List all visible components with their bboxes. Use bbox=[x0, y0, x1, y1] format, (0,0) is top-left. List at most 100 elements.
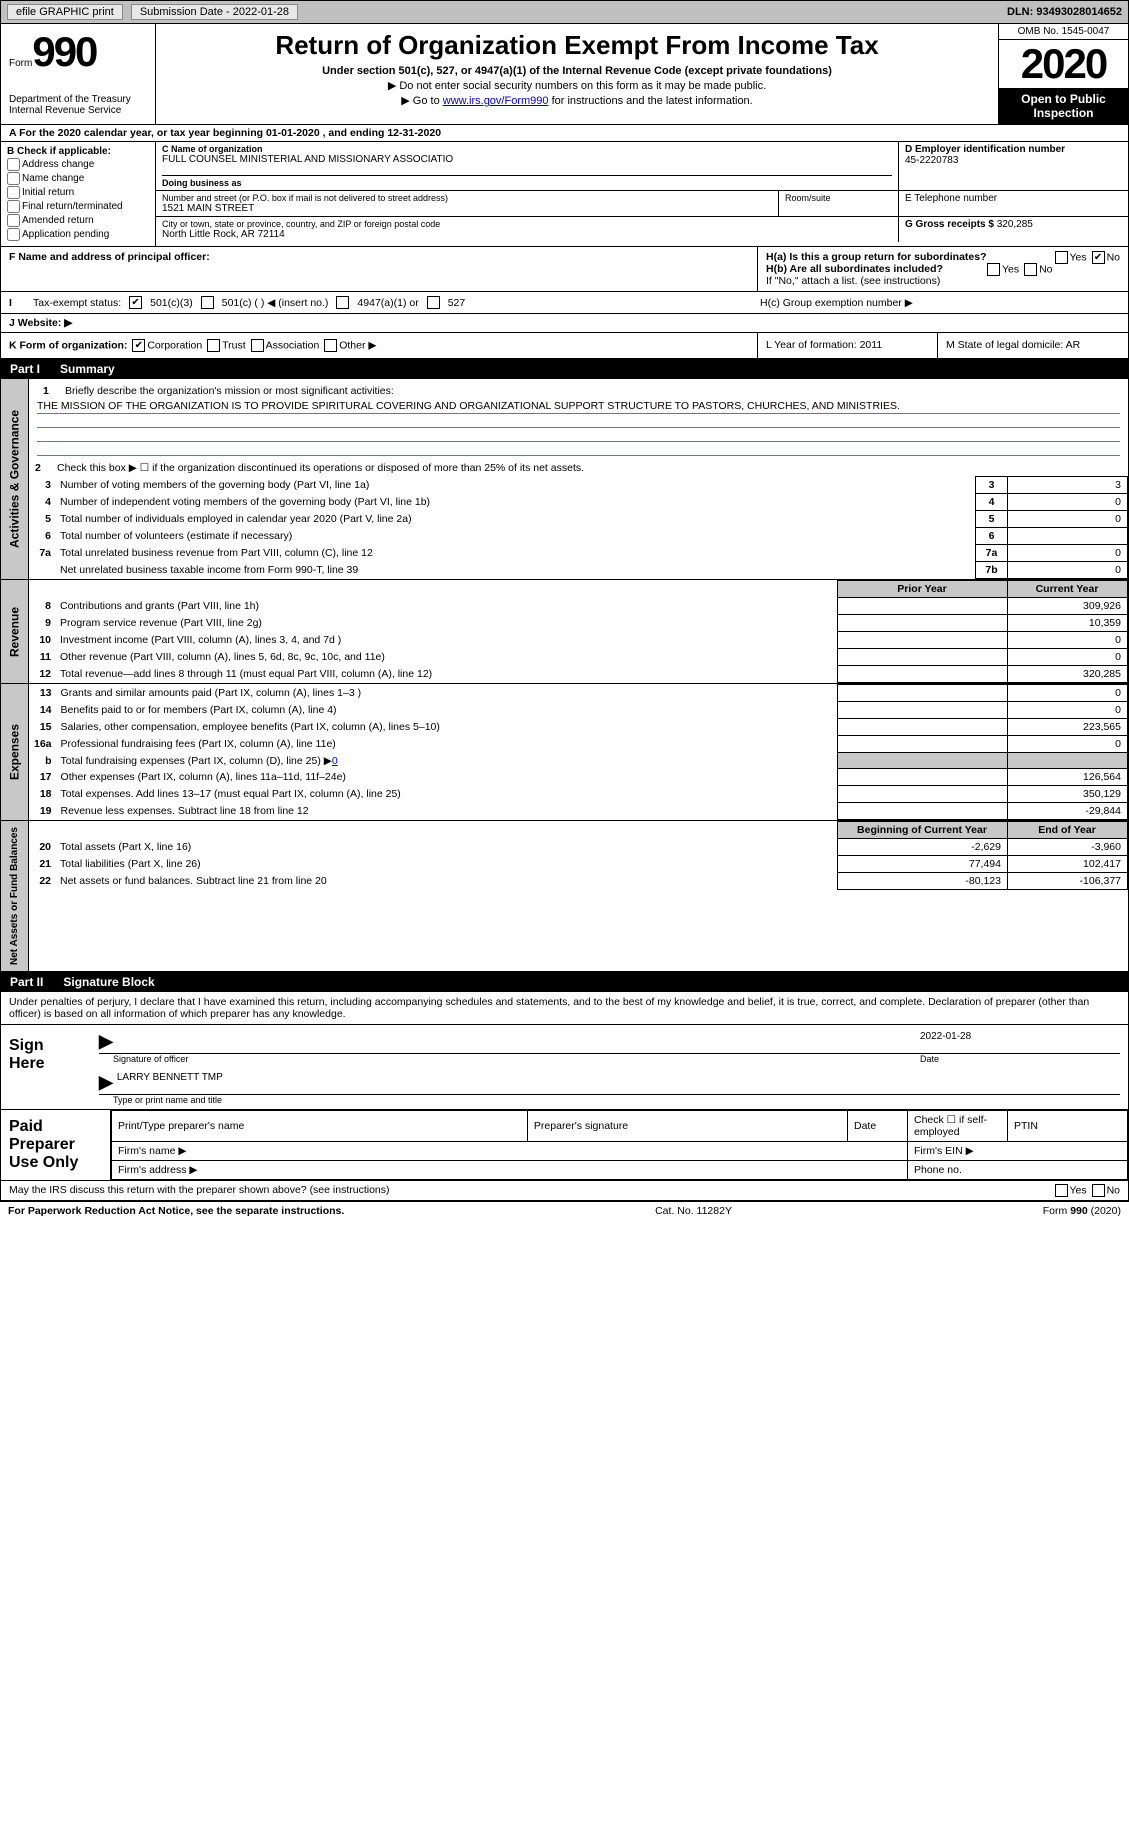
title-box: Return of Organization Exempt From Incom… bbox=[156, 24, 998, 124]
eoy-21: 102,417 bbox=[1008, 856, 1128, 873]
val-16a: 0 bbox=[1008, 736, 1128, 753]
revenue-section: Revenue Prior YearCurrent Year 8Contribu… bbox=[0, 580, 1129, 684]
cb-initial-return[interactable]: Initial return bbox=[7, 186, 149, 199]
hb-yes[interactable] bbox=[987, 263, 1000, 276]
boy-22: -80,123 bbox=[838, 873, 1008, 890]
form-number: 990 bbox=[32, 28, 96, 75]
cb-4947[interactable] bbox=[336, 296, 349, 309]
ha-yes[interactable] bbox=[1055, 251, 1068, 264]
org-name-cell: C Name of organization FULL COUNSEL MINI… bbox=[156, 142, 898, 190]
subtitle-3: ▶ Go to www.irs.gov/Form990 for instruct… bbox=[166, 94, 988, 107]
mission-text: THE MISSION OF THE ORGANIZATION IS TO PR… bbox=[37, 399, 1120, 414]
subtitle-1: Under section 501(c), 527, or 4947(a)(1)… bbox=[166, 65, 988, 77]
ha-no[interactable]: ✔ bbox=[1092, 251, 1105, 264]
paid-preparer-section: Paid Preparer Use Only Print/Type prepar… bbox=[1, 1109, 1128, 1180]
entity-info-grid: B Check if applicable: Address change Na… bbox=[0, 142, 1129, 247]
val-10: 0 bbox=[1008, 632, 1128, 649]
cb-application-pending[interactable]: Application pending bbox=[7, 228, 149, 241]
boy-21: 77,494 bbox=[838, 856, 1008, 873]
submission-date-label: Submission Date - 2022-01-28 bbox=[131, 4, 298, 20]
open-inspection-label: Open to Public Inspection bbox=[999, 88, 1128, 124]
vtab-governance: Activities & Governance bbox=[1, 379, 29, 579]
cb-501c[interactable] bbox=[201, 296, 214, 309]
expenses-section: Expenses 13Grants and similar amounts pa… bbox=[0, 684, 1129, 821]
cat-no: Cat. No. 11282Y bbox=[655, 1205, 732, 1217]
discuss-row: May the IRS discuss this return with the… bbox=[1, 1180, 1128, 1200]
form-footer: Form 990 (2020) bbox=[1043, 1205, 1121, 1217]
ein-cell: D Employer identification number 45-2220… bbox=[898, 142, 1128, 190]
year-box: OMB No. 1545-0047 2020 Open to Public In… bbox=[998, 24, 1128, 124]
val-17: 126,564 bbox=[1008, 769, 1128, 786]
net-assets-table: Beginning of Current YearEnd of Year 20T… bbox=[29, 821, 1128, 890]
expenses-table: 13Grants and similar amounts paid (Part … bbox=[29, 684, 1128, 820]
val-9: 10,359 bbox=[1008, 615, 1128, 632]
form-word: Form bbox=[9, 58, 32, 69]
cb-name-change[interactable]: Name change bbox=[7, 172, 149, 185]
sig-date-val: 2022-01-28 bbox=[920, 1031, 1120, 1052]
val-6 bbox=[1008, 528, 1128, 545]
cb-address-change[interactable]: Address change bbox=[7, 158, 149, 171]
pra-notice: For Paperwork Reduction Act Notice, see … bbox=[8, 1205, 344, 1217]
subtitle-2: ▶ Do not enter social security numbers o… bbox=[166, 79, 988, 92]
tax-year: 2020 bbox=[999, 40, 1128, 88]
val-11: 0 bbox=[1008, 649, 1128, 666]
city-cell: City or town, state or province, country… bbox=[156, 217, 898, 242]
cb-501c3[interactable]: ✔ bbox=[129, 296, 142, 309]
val-5: 0 bbox=[1008, 511, 1128, 528]
cb-final-return[interactable]: Final return/terminated bbox=[7, 200, 149, 213]
page-footer: For Paperwork Reduction Act Notice, see … bbox=[0, 1201, 1129, 1220]
top-toolbar: efile GRAPHIC print Submission Date - 20… bbox=[0, 0, 1129, 24]
activities-governance-section: Activities & Governance 1Briefly describ… bbox=[0, 379, 1129, 580]
website-row: J Website: ▶ bbox=[0, 314, 1129, 333]
instructions-link[interactable]: www.irs.gov/Form990 bbox=[443, 95, 549, 107]
sign-here-label: Sign Here bbox=[1, 1025, 91, 1109]
val-8: 309,926 bbox=[1008, 598, 1128, 615]
suite-cell: Room/suite bbox=[778, 191, 898, 216]
val-19: -29,844 bbox=[1008, 803, 1128, 820]
revenue-table: Prior YearCurrent Year 8Contributions an… bbox=[29, 580, 1128, 683]
part-1-header: Part I Summary bbox=[0, 359, 1129, 379]
telephone-cell: E Telephone number bbox=[898, 191, 1128, 216]
cb-527[interactable] bbox=[427, 296, 440, 309]
efile-button[interactable]: efile GRAPHIC print bbox=[7, 4, 123, 20]
state-domicile: M State of legal domicile: AR bbox=[938, 333, 1128, 358]
street-cell: Number and street (or P.O. box if mail i… bbox=[156, 191, 778, 216]
val-15: 223,565 bbox=[1008, 719, 1128, 736]
check-if-applicable: B Check if applicable: Address change Na… bbox=[1, 142, 156, 246]
k-form-row: K Form of organization: ✔Corporation Tru… bbox=[0, 333, 1129, 359]
officer-name: LARRY BENNETT TMP bbox=[117, 1072, 223, 1093]
period-row: A For the 2020 calendar year, or tax yea… bbox=[0, 125, 1129, 142]
discuss-yes[interactable] bbox=[1055, 1184, 1068, 1197]
principal-officer-label: F Name and address of principal officer: bbox=[9, 251, 210, 263]
hc-label: H(c) Group exemption number ▶ bbox=[760, 297, 1120, 309]
perjury-statement: Under penalties of perjury, I declare th… bbox=[1, 992, 1128, 1024]
dln-label: DLN: 93493028014652 bbox=[1007, 6, 1122, 18]
dept-label: Department of the Treasury Internal Reve… bbox=[9, 94, 147, 116]
hb-no[interactable] bbox=[1024, 263, 1037, 276]
signature-block: Under penalties of perjury, I declare th… bbox=[0, 992, 1129, 1201]
cb-amended-return[interactable]: Amended return bbox=[7, 214, 149, 227]
cb-trust[interactable] bbox=[207, 339, 220, 352]
ein-value: 45-2220783 bbox=[905, 155, 1122, 166]
col-cde: C Name of organization FULL COUNSEL MINI… bbox=[156, 142, 1128, 246]
vtab-revenue: Revenue bbox=[1, 580, 29, 683]
org-name: FULL COUNSEL MINISTERIAL AND MISSIONARY … bbox=[162, 154, 892, 165]
val-12: 320,285 bbox=[1008, 666, 1128, 683]
cb-other[interactable] bbox=[324, 339, 337, 352]
gross-receipts-cell: G Gross receipts $ 320,285 bbox=[898, 217, 1128, 242]
val-7b: 0 bbox=[1008, 562, 1128, 579]
val-13: 0 bbox=[1008, 685, 1128, 702]
street-value: 1521 MAIN STREET bbox=[162, 203, 772, 214]
val-14: 0 bbox=[1008, 702, 1128, 719]
cb-assoc[interactable] bbox=[251, 339, 264, 352]
fundraising-link[interactable]: 0 bbox=[332, 755, 338, 767]
form-number-box: Form990 Department of the Treasury Inter… bbox=[1, 24, 156, 124]
discuss-no[interactable] bbox=[1092, 1184, 1105, 1197]
paid-preparer-label: Paid Preparer Use Only bbox=[1, 1110, 111, 1180]
cb-corp[interactable]: ✔ bbox=[132, 339, 145, 352]
val-3: 3 bbox=[1008, 477, 1128, 494]
gross-receipts-value: 320,285 bbox=[997, 219, 1033, 230]
val-18: 350,129 bbox=[1008, 786, 1128, 803]
eoy-20: -3,960 bbox=[1008, 839, 1128, 856]
group-return-box: H(a) Is this a group return for subordin… bbox=[758, 247, 1128, 291]
